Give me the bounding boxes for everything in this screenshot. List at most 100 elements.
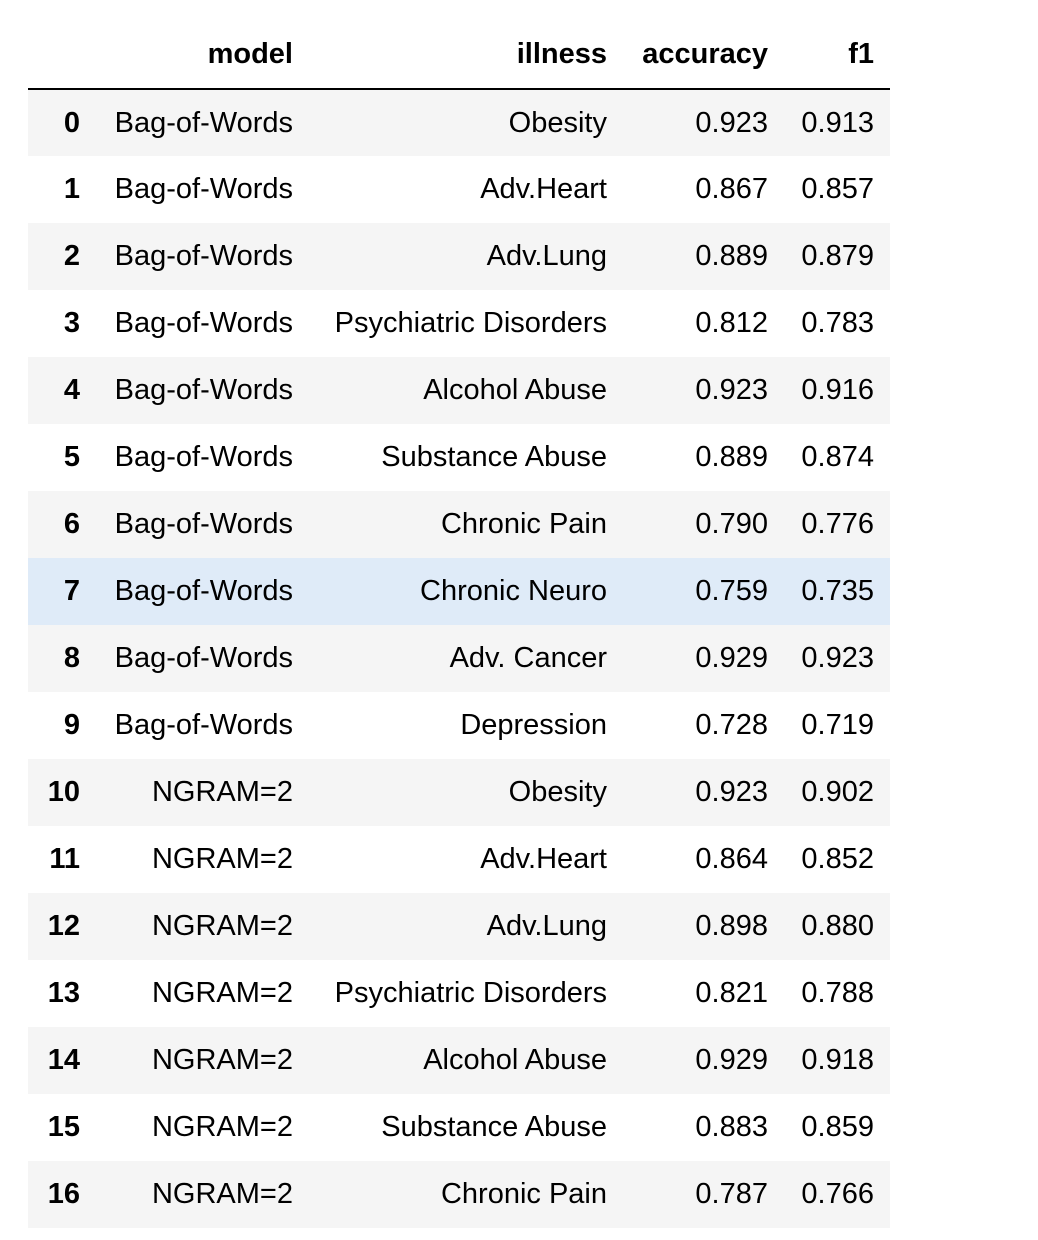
- cell-accuracy: 0.898: [695, 910, 768, 942]
- cell-f1: 0.857: [801, 173, 874, 205]
- cell-accuracy: 0.923: [695, 374, 768, 406]
- table-row: 2 Bag-of-Words Adv.Lung 0.889 0.879: [28, 223, 890, 290]
- cell-illness: Alcohol Abuse: [423, 1044, 607, 1076]
- table-header: model illness accuracy f1: [28, 20, 890, 90]
- cell-illness: Adv.Lung: [486, 910, 607, 942]
- row-index: 8: [63, 642, 80, 674]
- cell-illness: Chronic Pain: [440, 508, 607, 540]
- cell-accuracy: 0.923: [695, 106, 768, 139]
- cell-model: Bag-of-Words: [114, 307, 293, 339]
- table-row: 10 NGRAM=2 Obesity 0.923 0.902: [28, 759, 890, 826]
- cell-model: Bag-of-Words: [114, 441, 293, 473]
- cell-f1: 0.880: [801, 910, 874, 942]
- table-row: 9 Bag-of-Words Depression 0.728 0.719: [28, 692, 890, 759]
- cell-model: NGRAM=2: [151, 843, 293, 875]
- table-body: 0 Bag-of-Words Obesity 0.923 0.913 1 Bag-of-Wo…: [28, 89, 890, 1228]
- row-index: 3: [63, 307, 80, 339]
- cell-accuracy: 0.864: [695, 843, 768, 875]
- cell-model: NGRAM=2: [151, 910, 293, 942]
- table-row: 11 NGRAM=2 Adv.Heart 0.864 0.852: [28, 826, 890, 893]
- cell-f1: 0.902: [801, 776, 874, 808]
- cell-accuracy: 0.883: [695, 1111, 768, 1143]
- cell-f1: 0.879: [801, 240, 874, 272]
- table-row: 7 Bag-of-Words Chronic Neuro 0.759 0.735: [28, 558, 890, 625]
- column-header-model: model: [90, 20, 309, 90]
- cell-accuracy: 0.867: [695, 173, 768, 205]
- cell-illness: Adv.Heart: [480, 843, 607, 875]
- row-index: 5: [63, 441, 80, 473]
- cell-accuracy: 0.929: [695, 1044, 768, 1076]
- cell-model: Bag-of-Words: [114, 508, 293, 540]
- cell-f1: 0.916: [801, 374, 874, 406]
- cell-accuracy: 0.790: [695, 508, 768, 540]
- cell-illness: Adv.Lung: [486, 240, 607, 272]
- cell-accuracy: 0.889: [695, 240, 768, 272]
- cell-accuracy: 0.812: [695, 307, 768, 339]
- cell-illness: Chronic Neuro: [420, 575, 607, 607]
- cell-model: Bag-of-Words: [114, 575, 293, 607]
- cell-f1: 0.874: [801, 441, 874, 473]
- cell-model: Bag-of-Words: [114, 240, 293, 272]
- cell-accuracy: 0.889: [695, 441, 768, 473]
- column-header-accuracy: accuracy: [623, 20, 784, 90]
- cell-model: NGRAM=2: [151, 776, 293, 808]
- cell-f1: 0.852: [801, 843, 874, 875]
- cell-accuracy: 0.923: [695, 776, 768, 808]
- cell-f1: 0.918: [801, 1044, 874, 1076]
- row-index: 4: [63, 374, 80, 406]
- cell-accuracy: 0.929: [695, 642, 768, 674]
- row-index: 2: [63, 240, 80, 272]
- row-index: 16: [47, 1178, 80, 1210]
- table-row: 1 Bag-of-Words Adv.Heart 0.867 0.857: [28, 156, 890, 223]
- cell-model: Bag-of-Words: [114, 173, 293, 205]
- table-row: 8 Bag-of-Words Adv. Cancer 0.929 0.923: [28, 625, 890, 692]
- index-header: [28, 20, 90, 90]
- cell-accuracy: 0.787: [695, 1178, 768, 1210]
- cell-f1: 0.735: [801, 575, 874, 607]
- column-header-illness: illness: [309, 20, 623, 90]
- cell-illness: Substance Abuse: [381, 441, 607, 473]
- cell-accuracy: 0.728: [695, 709, 768, 741]
- cell-accuracy: 0.759: [695, 575, 768, 607]
- cell-illness: Chronic Pain: [440, 1178, 607, 1210]
- cell-model: NGRAM=2: [151, 1044, 293, 1076]
- table-row: 14 NGRAM=2 Alcohol Abuse 0.929 0.918: [28, 1027, 890, 1094]
- cell-f1: 0.859: [801, 1111, 874, 1143]
- cell-illness: Substance Abuse: [381, 1111, 607, 1143]
- header-row: model illness accuracy f1: [28, 20, 890, 90]
- cell-model: Bag-of-Words: [114, 106, 293, 139]
- cell-f1: 0.776: [801, 508, 874, 540]
- table-row: 16 NGRAM=2 Chronic Pain 0.787 0.766: [28, 1161, 890, 1228]
- dataframe-output: model illness accuracy f1 0 Bag-of-Words O…: [28, 20, 890, 1228]
- cell-illness: Obesity: [508, 106, 607, 139]
- cell-illness: Psychiatric Disorders: [334, 307, 607, 339]
- cell-illness: Obesity: [508, 776, 607, 808]
- cell-accuracy: 0.821: [695, 977, 768, 1009]
- table-row: 5 Bag-of-Words Substance Abuse 0.889 0.874: [28, 424, 890, 491]
- cell-illness: Psychiatric Disorders: [334, 977, 607, 1009]
- column-header-f1: f1: [784, 20, 890, 90]
- cell-illness: Adv.Heart: [480, 173, 607, 205]
- cell-f1: 0.719: [801, 709, 874, 741]
- row-index: 13: [47, 977, 80, 1009]
- row-index: 7: [63, 575, 80, 607]
- cell-f1: 0.913: [801, 106, 874, 139]
- table-row: 3 Bag-of-Words Psychiatric Disorders 0.812 0…: [28, 290, 890, 357]
- cell-illness: Adv. Cancer: [449, 642, 607, 674]
- table-row: 0 Bag-of-Words Obesity 0.923 0.913: [28, 89, 890, 156]
- row-index: 1: [63, 173, 80, 205]
- cell-illness: Alcohol Abuse: [423, 374, 607, 406]
- cell-model: NGRAM=2: [151, 1111, 293, 1143]
- table-row: 12 NGRAM=2 Adv.Lung 0.898 0.880: [28, 893, 890, 960]
- cell-model: Bag-of-Words: [114, 709, 293, 741]
- dataframe-table: model illness accuracy f1 0 Bag-of-Words O…: [28, 20, 890, 1228]
- cell-model: NGRAM=2: [151, 1178, 293, 1210]
- cell-f1: 0.788: [801, 977, 874, 1009]
- cell-illness: Depression: [460, 709, 607, 741]
- row-index: 10: [47, 776, 80, 808]
- row-index: 15: [47, 1111, 80, 1143]
- table-row: 13 NGRAM=2 Psychiatric Disorders 0.821 0.788: [28, 960, 890, 1027]
- table-row: 4 Bag-of-Words Alcohol Abuse 0.923 0.916: [28, 357, 890, 424]
- cell-f1: 0.766: [801, 1178, 874, 1210]
- cell-model: Bag-of-Words: [114, 374, 293, 406]
